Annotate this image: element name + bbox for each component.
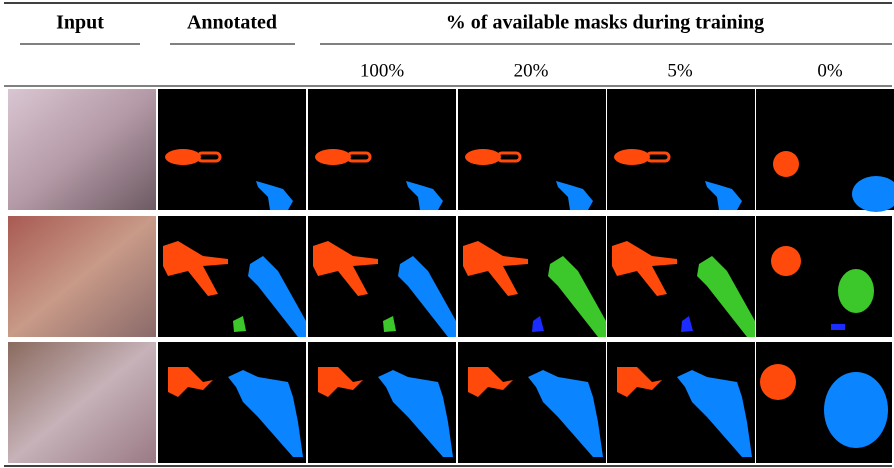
- mask-image: [458, 89, 606, 210]
- sub-header: 20%: [514, 60, 549, 81]
- mask-image: [158, 216, 306, 337]
- mask-image: [308, 342, 456, 463]
- column-header: Input: [56, 12, 104, 34]
- input-image: [8, 89, 156, 210]
- mask-image: [756, 216, 892, 337]
- row: [8, 342, 892, 463]
- mask-image: [756, 342, 892, 463]
- mask-image: [756, 89, 894, 212]
- mask-image: [458, 342, 606, 463]
- mask-image: [607, 216, 755, 337]
- mask-image: [308, 216, 456, 337]
- sub-header: 5%: [667, 60, 693, 81]
- row: [8, 89, 894, 212]
- mask-image: [607, 89, 755, 210]
- mask-image: [308, 89, 456, 210]
- mask-image: [158, 342, 306, 463]
- mask-image: [607, 342, 755, 463]
- mask-image: [458, 216, 606, 337]
- input-image: [8, 342, 156, 463]
- mask-image: [158, 89, 306, 210]
- column-header: Annotated: [187, 12, 277, 34]
- input-image: [8, 216, 156, 337]
- figure-table: Input Annotated % of available masks dur…: [0, 0, 894, 468]
- sub-header: 100%: [360, 60, 405, 81]
- group-header: % of available masks during training: [446, 12, 764, 34]
- sub-header: 0%: [817, 60, 843, 81]
- row: [8, 216, 892, 337]
